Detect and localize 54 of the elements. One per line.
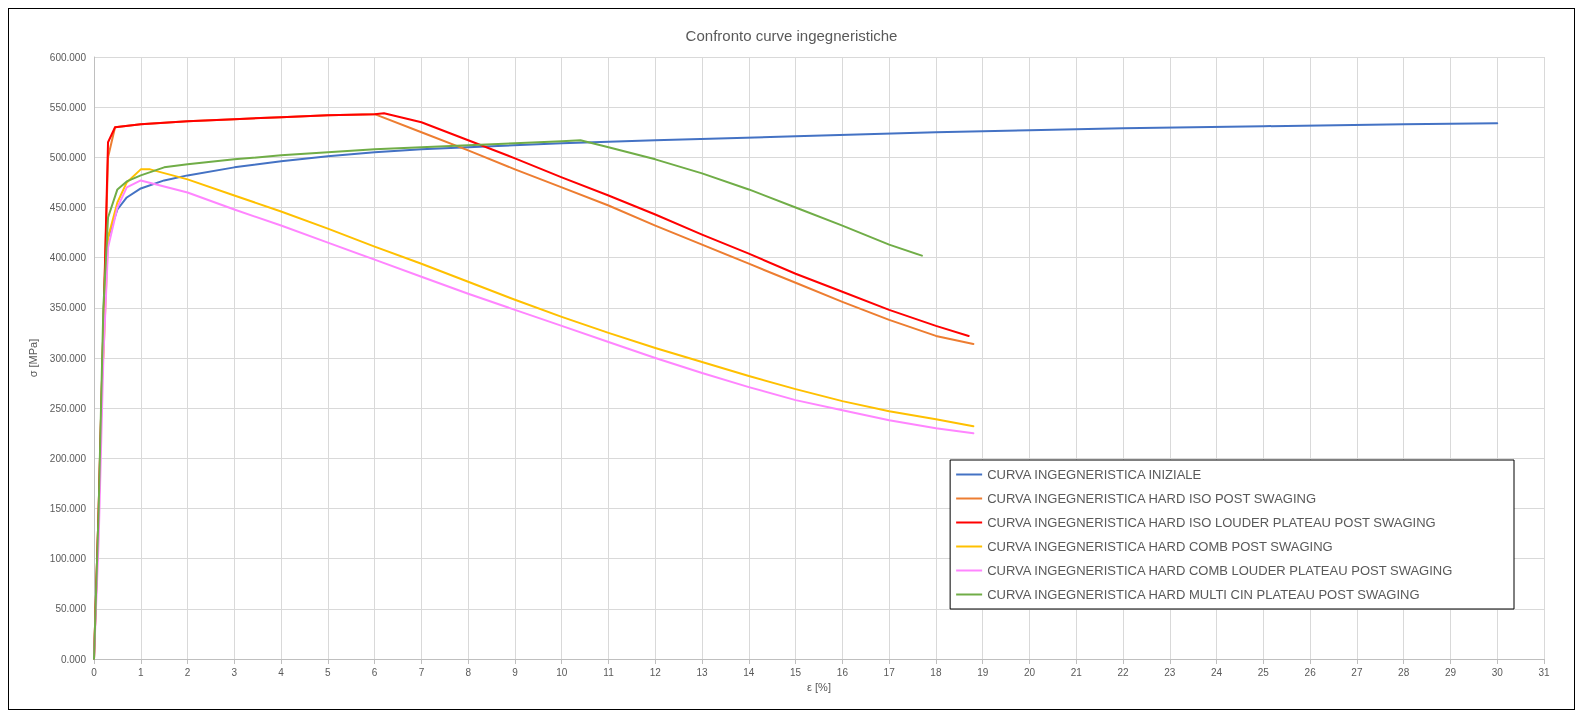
x-tick-label: 2 <box>184 666 191 678</box>
x-tick-label: 15 <box>790 666 802 678</box>
x-tick-label: 21 <box>1070 666 1083 678</box>
x-tick-label: 10 <box>556 666 568 678</box>
x-tick-label: 16 <box>836 666 849 678</box>
y-tick-label: 350.000 <box>49 302 87 314</box>
chart-title: Confronto curve ingegneristiche <box>685 27 898 44</box>
legend-label: CURVA INGEGNERISTICA HARD MULTI CIN PLATEAU POST SWAGING <box>987 587 1420 602</box>
y-tick-label: 50.000 <box>55 603 87 615</box>
x-axis-title: ε [%] <box>807 681 831 694</box>
legend-label: CURVA INGEGNERISTICA HARD ISO POST SWAGING <box>987 491 1317 506</box>
x-tick-label: 29 <box>1444 666 1457 678</box>
x-tick-label: 13 <box>696 666 709 678</box>
x-tick-label: 24 <box>1211 666 1223 678</box>
y-tick-label: 250.000 <box>49 402 87 414</box>
x-tick-label: 22 <box>1117 666 1130 678</box>
x-tick-label: 30 <box>1491 666 1504 678</box>
y-tick-label: 200.000 <box>49 452 87 464</box>
y-tick-label: 450.000 <box>49 202 87 213</box>
x-tick-label: 6 <box>371 666 378 678</box>
x-tick-label: 27 <box>1351 666 1363 678</box>
x-tick-label: 12 <box>649 666 662 678</box>
y-tick-label: 400.000 <box>49 252 87 264</box>
y-tick-label: 550.000 <box>49 101 87 113</box>
x-tick-label: 14 <box>743 666 755 678</box>
x-tick-label: 17 <box>883 666 896 678</box>
y-tick-label: 500.000 <box>49 151 87 163</box>
y-tick-label: 100.000 <box>49 553 87 565</box>
x-tick-label: 4 <box>278 666 285 678</box>
x-tick-label: 11 <box>603 666 615 678</box>
x-tick-label: 1 <box>137 666 144 678</box>
x-tick-label: 28 <box>1398 666 1410 678</box>
x-tick-label: 0 <box>91 666 98 678</box>
x-tick-label: 5 <box>325 666 332 678</box>
legend-label: CURVA INGEGNERISTICA HARD ISO LOUDER PLATEAU POST SWAGING <box>987 515 1436 530</box>
y-tick-label: 150.000 <box>49 503 87 514</box>
y-tick-label: 300.000 <box>49 352 87 364</box>
x-tick-label: 3 <box>231 666 238 678</box>
x-tick-label: 31 <box>1538 666 1550 678</box>
legend-label: CURVA INGEGNERISTICA INIZIALE <box>987 467 1202 482</box>
y-axis-title: σ [MPa] <box>27 338 40 378</box>
x-tick-label: 20 <box>1023 666 1036 678</box>
x-tick-label: 26 <box>1304 666 1317 678</box>
x-tick-label: 19 <box>977 666 989 678</box>
x-tick-label: 18 <box>930 666 942 678</box>
y-tick-label: 600.000 <box>49 51 87 63</box>
x-tick-label: 7 <box>418 666 425 678</box>
x-tick-label: 25 <box>1257 666 1270 678</box>
x-tick-label: 9 <box>512 666 519 678</box>
legend-label: CURVA INGEGNERISTICA HARD COMB POST SWAGING <box>987 539 1333 554</box>
x-tick-label: 23 <box>1164 666 1176 678</box>
x-tick-label: 8 <box>465 666 472 678</box>
y-tick-label: 0.000 <box>60 653 87 665</box>
legend-label: CURVA INGEGNERISTICA HARD COMB LOUDER PLATEAU POST SWAGING <box>987 563 1453 578</box>
